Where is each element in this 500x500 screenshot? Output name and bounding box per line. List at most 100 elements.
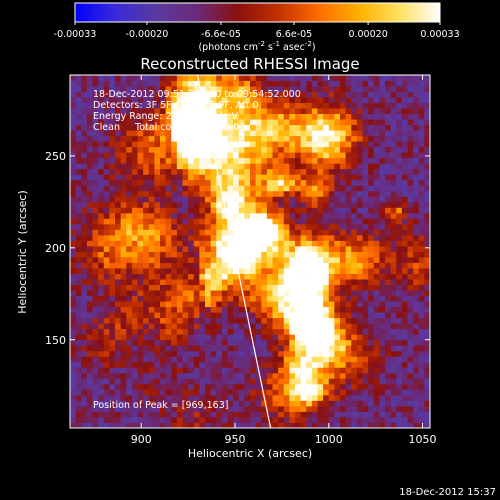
heatmap-cell xyxy=(131,245,138,252)
heatmap-cell xyxy=(98,405,105,412)
heatmap-cell xyxy=(238,389,245,396)
heatmap-cell xyxy=(351,108,358,115)
heatmap-cell xyxy=(261,273,268,280)
heatmap-cell xyxy=(188,400,195,407)
heatmap-cell xyxy=(362,130,369,137)
heatmap-cell xyxy=(143,113,150,120)
heatmap-cell xyxy=(176,185,183,192)
heatmap-cell xyxy=(261,102,268,109)
heatmap-cell xyxy=(70,130,77,137)
heatmap-cell xyxy=(317,400,324,407)
heatmap-cell xyxy=(199,422,206,428)
heatmap-cell xyxy=(86,185,93,192)
heatmap-cell xyxy=(295,201,302,208)
heatmap-cell xyxy=(233,290,240,297)
heatmap-cell xyxy=(424,268,430,274)
heatmap-cell xyxy=(266,400,273,407)
heatmap-cell xyxy=(193,262,200,269)
heatmap-cell xyxy=(86,240,93,247)
heatmap-cell xyxy=(401,306,408,313)
heatmap-cell xyxy=(210,75,217,81)
heatmap-cell xyxy=(255,86,262,92)
heatmap-cell xyxy=(413,146,420,153)
heatmap-cell xyxy=(345,383,352,390)
heatmap-cell xyxy=(154,223,161,230)
heatmap-cell xyxy=(295,218,302,225)
heatmap-cell xyxy=(300,234,307,241)
heatmap-cell xyxy=(131,185,138,192)
heatmap-cell xyxy=(413,389,420,396)
heatmap-cell xyxy=(70,268,77,274)
heatmap-cell xyxy=(272,207,279,214)
heatmap-cell xyxy=(171,152,178,159)
heatmap-cell xyxy=(221,389,228,396)
heatmap-cell xyxy=(295,157,302,164)
heatmap-cell xyxy=(227,383,234,390)
heatmap-cell xyxy=(334,273,341,280)
heatmap-cell xyxy=(266,185,273,192)
heatmap-cell xyxy=(424,80,430,87)
heatmap-cell xyxy=(216,268,223,274)
heatmap-cell xyxy=(362,334,369,341)
heatmap-cell xyxy=(216,163,223,170)
heatmap-cell xyxy=(356,75,363,81)
heatmap-cell xyxy=(345,312,352,319)
heatmap-cell xyxy=(227,323,234,330)
heatmap-cell xyxy=(137,229,144,236)
heatmap-cell xyxy=(413,262,420,269)
heatmap-cell xyxy=(311,207,318,214)
heatmap-cell xyxy=(272,86,279,92)
heatmap-cell xyxy=(171,383,178,390)
heatmap-cell xyxy=(216,416,223,423)
heatmap-cell xyxy=(210,234,217,241)
heatmap-cell xyxy=(278,411,285,418)
heatmap-cell xyxy=(345,102,352,109)
heatmap-cell xyxy=(289,394,296,401)
heatmap-cell xyxy=(182,361,189,368)
heatmap-cell xyxy=(131,251,138,258)
heatmap-cell xyxy=(171,339,178,346)
heatmap-cell xyxy=(300,124,307,131)
heatmap-cell xyxy=(176,218,183,225)
heatmap-cell xyxy=(261,179,268,186)
heatmap-cell xyxy=(345,317,352,324)
heatmap-cell xyxy=(115,245,122,252)
heatmap-cell xyxy=(362,135,369,142)
heatmap-cell xyxy=(171,234,178,241)
heatmap-cell xyxy=(250,234,257,241)
heatmap-cell xyxy=(86,411,93,418)
heatmap-cell xyxy=(98,245,105,252)
heatmap-cell xyxy=(334,185,341,192)
heatmap-cell xyxy=(418,405,425,412)
heatmap-cell xyxy=(306,279,313,285)
heatmap-cell xyxy=(362,185,369,192)
heatmap-cell xyxy=(131,113,138,120)
heatmap-cell xyxy=(407,218,414,225)
heatmap-cell xyxy=(221,416,228,423)
heatmap-cell xyxy=(407,179,414,186)
heatmap-cell xyxy=(70,240,77,247)
heatmap-cell xyxy=(390,207,397,214)
heatmap-cell xyxy=(131,290,138,297)
heatmap-cell xyxy=(103,234,110,241)
heatmap-cell xyxy=(345,207,352,214)
heatmap-cell xyxy=(193,317,200,324)
heatmap-cell xyxy=(148,75,155,81)
heatmap-cell xyxy=(424,317,430,324)
heatmap-cell xyxy=(238,262,245,269)
heatmap-cell xyxy=(92,157,99,164)
heatmap-cell xyxy=(413,168,420,175)
heatmap-cell xyxy=(160,108,167,115)
heatmap-cell xyxy=(373,185,380,192)
heatmap-cell xyxy=(385,306,392,313)
heatmap-cell xyxy=(373,119,380,126)
heatmap-cell xyxy=(424,163,430,170)
heatmap-cell xyxy=(250,201,257,208)
heatmap-cell xyxy=(227,416,234,423)
heatmap-cell xyxy=(92,356,99,363)
heatmap-cell xyxy=(171,207,178,214)
heatmap-cell xyxy=(205,91,212,98)
heatmap-cell xyxy=(261,119,268,126)
heatmap-cell xyxy=(92,135,99,142)
heatmap-cell xyxy=(120,218,127,225)
